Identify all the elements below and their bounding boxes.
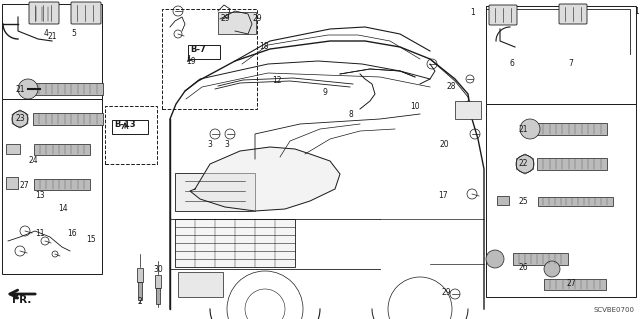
FancyBboxPatch shape [71,2,101,24]
Bar [455,101,481,119]
Bar [162,9,257,109]
Text: 13: 13 [35,191,45,200]
Text: 20: 20 [440,140,450,149]
Text: 15: 15 [86,235,96,244]
Bar [486,104,636,297]
Text: 27: 27 [566,279,576,288]
FancyBboxPatch shape [489,5,517,25]
Text: 7: 7 [568,59,573,68]
Bar [537,158,607,170]
Text: 25: 25 [518,197,529,206]
Bar [34,179,90,189]
Bar [155,275,161,288]
Text: 21: 21 [47,32,57,41]
Text: 1: 1 [470,8,475,17]
Text: 16: 16 [67,229,77,238]
Text: 19: 19 [186,57,196,66]
Polygon shape [190,147,340,211]
Text: 17: 17 [438,191,448,200]
Circle shape [486,250,504,268]
Circle shape [520,119,540,139]
Circle shape [544,261,560,277]
Bar [175,219,295,267]
Bar [537,123,607,135]
Bar [175,173,255,211]
Text: 21: 21 [16,85,25,94]
Bar [138,282,142,300]
Text: 9: 9 [323,88,328,97]
Bar [538,197,612,205]
Text: 6: 6 [509,59,515,68]
Text: 26: 26 [518,263,529,272]
Bar [2,4,102,99]
Text: 12: 12 [272,76,281,85]
Text: 2: 2 [137,297,142,306]
Text: 4: 4 [44,29,49,38]
Bar [6,177,18,189]
Circle shape [18,79,38,99]
Bar [33,83,103,95]
Text: 14: 14 [58,204,68,213]
Text: 3: 3 [225,140,230,149]
Text: SCVBE0700: SCVBE0700 [594,307,635,313]
Bar [137,268,143,282]
Bar [178,272,223,297]
Text: 27: 27 [19,181,29,190]
Bar [33,113,103,125]
Text: 11: 11 [35,229,44,238]
Text: 5: 5 [71,29,76,38]
Circle shape [516,155,534,173]
Circle shape [12,111,28,127]
Text: 29: 29 [220,14,230,23]
Text: 29: 29 [252,14,262,23]
Bar [30,6,54,22]
Bar [6,144,20,154]
Text: 29: 29 [442,288,452,297]
Text: 22: 22 [519,159,528,168]
Text: 10: 10 [410,102,420,111]
Bar [34,144,90,154]
FancyBboxPatch shape [559,4,587,24]
Text: 30: 30 [154,265,164,274]
Bar [2,99,102,274]
Bar [544,278,606,290]
Bar [156,288,160,304]
Bar [112,120,148,134]
Text: 1: 1 [634,6,639,16]
Bar [486,6,636,104]
FancyBboxPatch shape [29,2,59,24]
Bar [105,106,157,164]
Text: 23: 23 [15,114,26,123]
Bar [497,196,509,205]
Bar [218,12,256,34]
Text: 3: 3 [207,140,212,149]
Text: 24: 24 [28,156,38,165]
Bar [513,253,568,265]
Text: 21: 21 [519,125,528,134]
Text: B-7: B-7 [190,45,205,54]
Text: 8: 8 [348,110,353,119]
Text: 18: 18 [259,42,268,51]
Text: B-13: B-13 [114,120,136,129]
Text: 28: 28 [447,82,456,91]
Bar [188,45,220,59]
Text: FR.: FR. [12,295,32,305]
